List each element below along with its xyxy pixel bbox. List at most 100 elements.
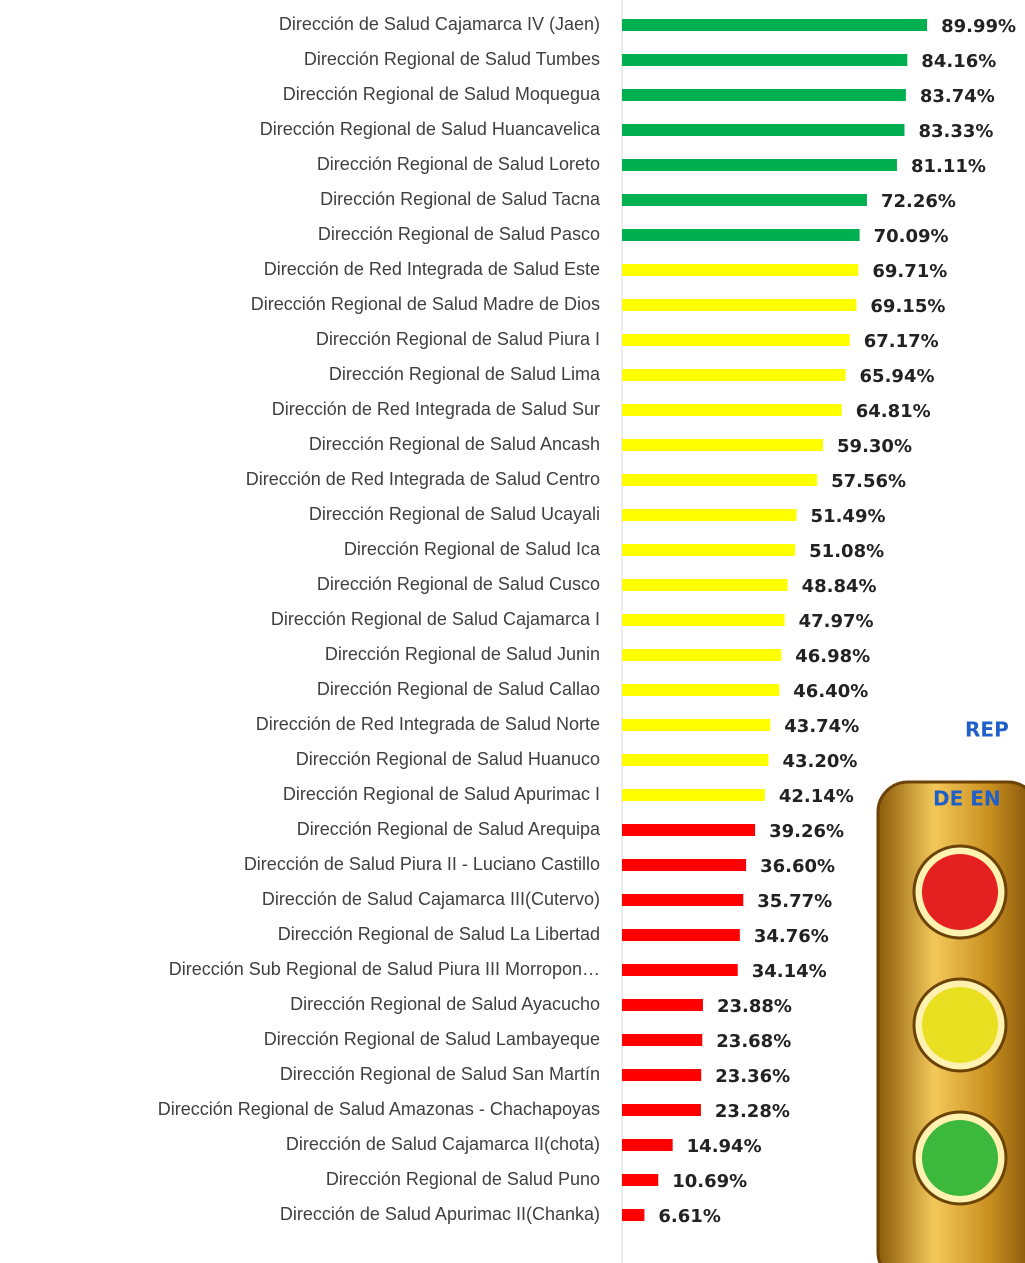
bar	[622, 1034, 702, 1046]
value-label: 51.08%	[809, 541, 884, 562]
value-label: 23.68%	[716, 1031, 791, 1052]
value-label: 51.49%	[811, 506, 886, 527]
bar	[622, 999, 703, 1011]
value-label: 65.94%	[860, 366, 935, 387]
value-label: 39.26%	[769, 821, 844, 842]
bar	[622, 964, 738, 976]
bar	[622, 159, 897, 171]
bar	[622, 754, 768, 766]
value-label: 36.60%	[760, 856, 835, 877]
category-label: Dirección Regional de Salud Pasco	[318, 224, 600, 244]
category-label: Dirección Regional de Salud Lambayeque	[264, 1029, 600, 1049]
category-label: Dirección Regional de Salud Loreto	[317, 154, 600, 174]
bar	[622, 684, 779, 696]
bar	[622, 789, 765, 801]
bar	[622, 649, 781, 661]
value-label: 89.99%	[941, 16, 1016, 37]
bar	[622, 369, 846, 381]
value-label: 69.71%	[872, 261, 947, 282]
value-label: 23.28%	[715, 1101, 790, 1122]
value-label: 46.98%	[795, 646, 870, 667]
category-label: Dirección Regional de Salud Cajamarca I	[271, 609, 600, 629]
category-label: Dirección Regional de Salud Ayacucho	[290, 994, 600, 1014]
value-label: 81.11%	[911, 156, 986, 177]
category-label: Dirección de Salud Cajamarca IV (Jaen)	[279, 14, 600, 34]
value-label: 10.69%	[672, 1171, 747, 1192]
title-fragment: REP	[965, 718, 1009, 742]
value-label: 59.30%	[837, 436, 912, 457]
value-label: 47.97%	[799, 611, 874, 632]
category-label: Dirección de Salud Cajamarca II(chota)	[286, 1134, 600, 1154]
bar	[622, 89, 906, 101]
chart: REP DE EN Dirección de Salud Cajamarca I…	[0, 0, 1025, 1263]
bar	[622, 579, 788, 591]
value-label: 35.77%	[757, 891, 832, 912]
bar	[622, 824, 755, 836]
bar	[622, 894, 743, 906]
bar	[622, 1139, 673, 1151]
value-label: 6.61%	[658, 1206, 720, 1227]
category-label: Dirección Regional de Salud La Libertad	[278, 924, 600, 944]
value-label: 42.14%	[779, 786, 854, 807]
category-label: Dirección Regional de Salud Moquegua	[283, 84, 601, 104]
value-label: 83.74%	[920, 86, 995, 107]
category-label: Dirección Regional de Salud Piura I	[316, 329, 600, 349]
value-label: 14.94%	[687, 1136, 762, 1157]
category-label: Dirección Regional de Salud Puno	[326, 1169, 600, 1189]
value-label: 64.81%	[856, 401, 931, 422]
value-label: 83.33%	[918, 121, 993, 142]
bar	[622, 474, 817, 486]
value-label: 43.20%	[782, 751, 857, 772]
traffic-light	[878, 782, 1025, 1263]
category-label: Dirección Regional de Salud Tacna	[320, 189, 601, 209]
bar	[622, 859, 746, 871]
bar	[622, 334, 850, 346]
category-label: Dirección Regional de Salud Huancavelica	[260, 119, 601, 139]
category-label: Dirección Regional de Salud Apurimac I	[283, 784, 600, 804]
category-label: Dirección Regional de Salud Junin	[325, 644, 600, 664]
bar	[622, 404, 842, 416]
category-label: Dirección Regional de Salud Ica	[344, 539, 601, 559]
category-label: Dirección de Salud Piura II - Luciano Ca…	[244, 854, 600, 874]
bar	[622, 719, 770, 731]
category-label: Dirección Regional de Salud Tumbes	[304, 49, 600, 69]
value-label: 67.17%	[864, 331, 939, 352]
value-label: 69.15%	[870, 296, 945, 317]
value-label: 70.09%	[874, 226, 949, 247]
bar	[622, 1174, 658, 1186]
value-label: 84.16%	[921, 51, 996, 72]
category-label: Dirección Regional de Salud San Martín	[280, 1064, 600, 1084]
bar	[622, 229, 860, 241]
bar	[622, 54, 907, 66]
bar	[622, 124, 904, 136]
bar	[622, 439, 823, 451]
category-label: Dirección Regional de Salud Huanuco	[296, 749, 600, 769]
bar	[622, 544, 795, 556]
bar	[622, 1104, 701, 1116]
value-label: 34.14%	[752, 961, 827, 982]
category-label: Dirección Regional de Salud Madre de Dio…	[251, 294, 600, 314]
category-label: Dirección Regional de Salud Cusco	[317, 574, 600, 594]
category-label: Dirección Sub Regional de Salud Piura II…	[169, 959, 600, 979]
category-label: Dirección Regional de Salud Ancash	[309, 434, 600, 454]
bar	[622, 1069, 701, 1081]
value-label: 46.40%	[793, 681, 868, 702]
category-label: Dirección de Red Integrada de Salud Sur	[272, 399, 600, 419]
value-label: 57.56%	[831, 471, 906, 492]
bar	[622, 1209, 644, 1221]
category-label: Dirección Regional de Salud Callao	[317, 679, 600, 699]
bar	[622, 509, 797, 521]
category-label: Dirección Regional de Salud Lima	[329, 364, 601, 384]
bar	[622, 929, 740, 941]
category-label: Dirección Regional de Salud Arequipa	[297, 819, 601, 839]
bar	[622, 299, 856, 311]
value-label: 23.88%	[717, 996, 792, 1017]
category-label: Dirección de Red Integrada de Salud Este	[264, 259, 600, 279]
value-label: 43.74%	[784, 716, 859, 737]
category-label: Dirección de Salud Cajamarca III(Cutervo…	[262, 889, 600, 909]
value-label: 48.84%	[802, 576, 877, 597]
category-label: Dirección de Red Integrada de Salud Cent…	[246, 469, 600, 489]
category-label: Dirección de Red Integrada de Salud Nort…	[256, 714, 600, 734]
bar	[622, 264, 858, 276]
category-label: Dirección Regional de Salud Amazonas - C…	[158, 1099, 600, 1119]
